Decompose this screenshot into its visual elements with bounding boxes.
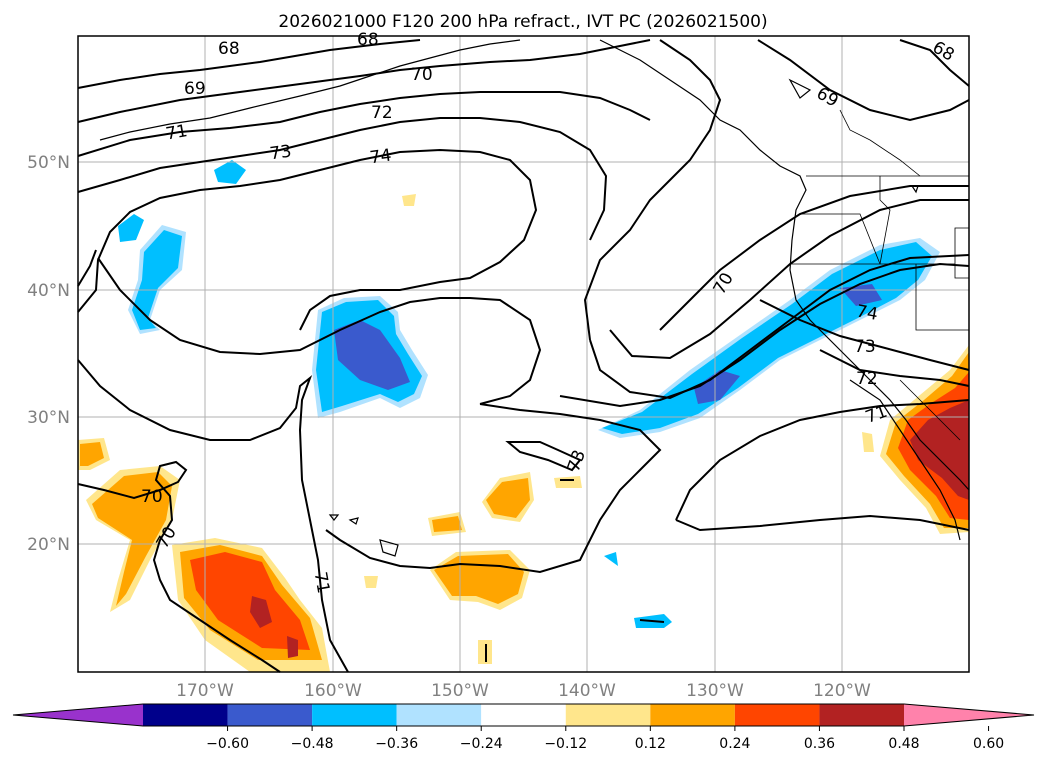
lat-label-20n: 20°N (27, 535, 70, 555)
contour-label-74: 74 (369, 145, 393, 168)
lat-label-40n: 40°N (27, 281, 70, 301)
colorbar-tick-label: −0.36 (375, 736, 418, 752)
colorbar-tick-label: −0.48 (291, 736, 334, 752)
longitude-labels: 170°W 160°W 150°W 140°W 130°W 120°W (176, 681, 871, 701)
colorbar-segment (481, 704, 566, 726)
colorbar-tick-label: −0.12 (544, 736, 587, 752)
map-title: 2026021000 F120 200 hPa refract., IVT PC… (278, 12, 767, 32)
lon-label-150w: 150°W (431, 681, 489, 701)
colorbar: −0.60 −0.48 −0.36 −0.24 −0.12 0.12 0.24 0.36 0.4… (12, 703, 1035, 752)
lon-label-140w: 140°W (558, 681, 616, 701)
lat-label-50n: 50°N (27, 153, 70, 173)
contour-label-73: 73 (269, 141, 293, 164)
colorbar-tick-label: 0.12 (635, 736, 666, 752)
contour-label-71: 71 (310, 570, 333, 595)
map-frame (77, 35, 970, 673)
contours (77, 39, 970, 673)
colorbar-tick-label: −0.24 (460, 736, 503, 752)
contour-label-70: 70 (411, 65, 433, 85)
coastlines (99, 39, 970, 557)
contour-label-71: 71 (164, 121, 189, 144)
latitude-labels: 50°N 40°N 30°N 20°N (27, 153, 70, 555)
colorbar-segment (143, 704, 228, 726)
contour-label-74: 74 (855, 301, 880, 324)
colorbar-segment (227, 704, 313, 726)
colorbar-segment (396, 704, 482, 726)
colorbar-segment (565, 704, 651, 726)
borders (790, 109, 970, 441)
colorbar-tick-label: 0.48 (888, 736, 919, 752)
lon-label-120w: 120°W (813, 681, 871, 701)
contour-label-73: 73 (854, 337, 876, 357)
colorbar-segment (819, 704, 904, 726)
lon-label-170w: 170°W (176, 681, 234, 701)
colorbar-tick-label: −0.60 (206, 736, 249, 752)
colorbar-tick-label: 0.24 (719, 736, 750, 752)
contour-label-68: 68 (218, 39, 240, 59)
colorbar-segment (734, 704, 820, 726)
colorbar-outline (12, 703, 1035, 727)
colorbar-segment (650, 704, 735, 726)
gridlines (78, 36, 969, 672)
contour-label-72: 72 (371, 103, 393, 123)
colorbar-segment (312, 704, 397, 726)
colorbar-extend-high (904, 704, 1034, 726)
contour-label-69: 69 (184, 79, 206, 99)
lon-label-130w: 130°W (686, 681, 744, 701)
colorbar-extend-low (13, 704, 143, 726)
contour-label-72: 72 (856, 369, 878, 389)
contour-label-68: 68 (357, 30, 379, 50)
lon-label-160w: 160°W (304, 681, 362, 701)
map-panel: 68 68 68 69 69 70 70 70 70 71 71 71 72 7… (77, 30, 970, 673)
colorbar-tick-label: 0.60 (973, 736, 1004, 752)
lat-label-30n: 30°N (27, 408, 70, 428)
colorbar-tick-label: 0.36 (804, 736, 835, 752)
contour-label-70: 70 (141, 487, 163, 507)
